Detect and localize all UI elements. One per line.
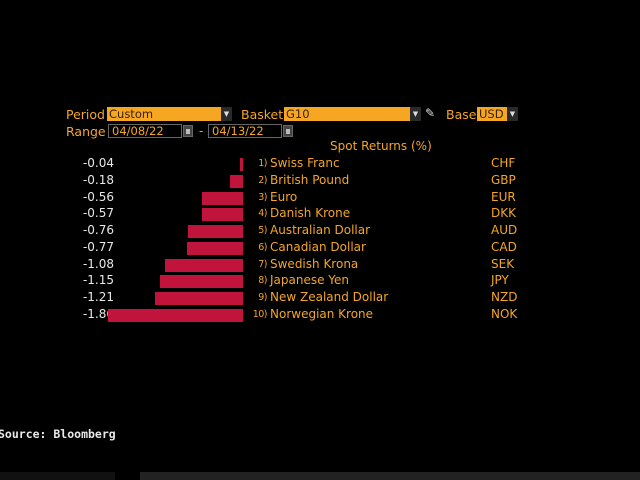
currency-code: SEK xyxy=(491,256,515,271)
range-start-input[interactable]: 04/08/22 xyxy=(108,124,182,138)
currency-code: NZD xyxy=(491,290,518,304)
source-note: Source: Bloomberg xyxy=(0,427,116,441)
currency-name: Danish Krone xyxy=(270,206,351,221)
rank-label: 9) xyxy=(258,292,267,303)
value-label: -1.21 xyxy=(82,290,114,304)
rank-label: 10) xyxy=(252,308,268,320)
chart-title: Spot Returns (%) xyxy=(330,139,432,153)
rank-label: 1) xyxy=(258,158,267,169)
value-label: -1.15 xyxy=(82,273,114,288)
currency-name: Swiss Franc xyxy=(270,156,340,170)
currency-name: Australian Dollar xyxy=(270,223,371,237)
currency-name: Euro xyxy=(270,189,298,204)
rank-label: 4) xyxy=(258,208,267,220)
chart-row[interactable]: -1.86 10) Norwegian Krone NOK xyxy=(0,307,640,323)
bar xyxy=(164,258,243,272)
basket-value: G10 xyxy=(286,107,310,121)
currency-code: GBP xyxy=(491,172,516,187)
rank-label: 2) xyxy=(258,174,267,186)
chevron-down-icon[interactable]: ▼ xyxy=(221,107,232,121)
value-label: -0.76 xyxy=(82,223,114,237)
chart-row[interactable]: -0.57 4) Danish Krone DKK xyxy=(0,206,640,222)
rank-label: 3) xyxy=(258,191,267,203)
base-value: USD xyxy=(479,107,504,121)
range-end-input[interactable]: 04/13/22 xyxy=(208,124,282,138)
bar xyxy=(240,158,243,171)
period-dropdown[interactable]: Custom ▼ xyxy=(107,107,232,121)
currency-name: Swedish Krona xyxy=(270,256,359,271)
bar xyxy=(108,308,243,322)
chevron-down-icon[interactable]: ▼ xyxy=(410,107,421,121)
currency-code: NOK xyxy=(491,306,518,321)
currency-code: DKK xyxy=(491,206,516,221)
bar xyxy=(187,241,243,255)
basket-dropdown[interactable]: G10 ▼ xyxy=(284,107,421,121)
currency-name: Canadian Dollar xyxy=(270,239,366,254)
value-label: -0.77 xyxy=(82,239,114,254)
bottom-bar xyxy=(140,472,640,480)
basket-label: Basket xyxy=(241,107,284,122)
bar xyxy=(159,275,243,289)
currency-code: AUD xyxy=(491,223,518,237)
currency-name: British Pound xyxy=(270,172,350,187)
rank-label: 6) xyxy=(258,241,267,253)
value-label: -0.18 xyxy=(82,172,114,187)
pencil-icon[interactable]: ✎ xyxy=(425,106,436,120)
rank-label: 7) xyxy=(258,258,267,270)
chart-row[interactable]: -0.18 2) British Pound GBP xyxy=(0,173,640,189)
currency-name: Norwegian Krone xyxy=(270,306,374,321)
base-label: Base xyxy=(446,107,477,122)
value-label: -1.08 xyxy=(82,256,114,271)
period-label: Period xyxy=(66,107,105,122)
chart-row[interactable]: -1.21 9) New Zealand Dollar NZD xyxy=(0,290,640,306)
currency-code: CHF xyxy=(491,156,516,170)
chart-row[interactable]: -0.04 1) Swiss Franc CHF xyxy=(0,156,640,172)
calendar-icon[interactable] xyxy=(183,125,193,137)
rank-label: 5) xyxy=(258,225,267,236)
rank-label: 8) xyxy=(258,275,267,287)
currency-name: Japanese Yen xyxy=(270,273,350,288)
currency-name: New Zealand Dollar xyxy=(270,290,389,304)
value-label: -0.57 xyxy=(82,206,114,221)
bar xyxy=(201,208,243,222)
range-separator: - xyxy=(199,124,204,138)
currency-code: CAD xyxy=(491,239,517,254)
bar xyxy=(187,225,243,238)
currency-code: JPY xyxy=(491,273,509,288)
chart-row[interactable]: -1.08 7) Swedish Krona SEK xyxy=(0,257,640,273)
chart-row[interactable]: -0.56 3) Euro EUR xyxy=(0,190,640,206)
range-label: Range xyxy=(66,124,106,139)
chevron-down-icon[interactable]: ▼ xyxy=(507,107,518,121)
value-label: -1.86 xyxy=(82,306,114,321)
bar xyxy=(202,191,243,205)
calendar-icon[interactable] xyxy=(283,125,293,137)
value-label: -0.04 xyxy=(82,156,114,170)
chart-row[interactable]: -1.15 8) Japanese Yen JPY xyxy=(0,273,640,289)
chart-row[interactable]: -0.76 5) Australian Dollar AUD xyxy=(0,223,640,239)
bottom-bar-left xyxy=(0,472,115,480)
bar xyxy=(155,292,243,305)
value-label: -0.56 xyxy=(82,189,114,204)
base-dropdown[interactable]: USD ▼ xyxy=(477,107,518,121)
period-value: Custom xyxy=(109,107,154,121)
chart-row[interactable]: -0.77 6) Canadian Dollar CAD xyxy=(0,240,640,256)
currency-code: EUR xyxy=(491,189,516,204)
bar xyxy=(229,174,243,188)
